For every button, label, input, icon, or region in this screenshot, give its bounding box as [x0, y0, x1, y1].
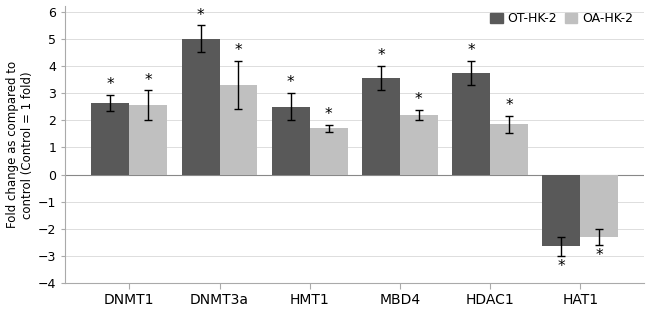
Text: *: *	[325, 107, 332, 122]
Text: *: *	[595, 248, 603, 263]
Text: *: *	[287, 75, 294, 90]
Bar	[580, 175, 618, 237]
Bar	[452, 73, 490, 175]
Bar	[542, 175, 580, 246]
Text: *: *	[558, 259, 565, 274]
Text: *: *	[144, 73, 152, 88]
Text: *: *	[107, 77, 114, 92]
Bar	[92, 103, 129, 175]
Bar	[129, 105, 167, 175]
Bar	[272, 107, 309, 175]
Y-axis label: Fold change as compared to
control (Control = 1 fold): Fold change as compared to control (Cont…	[6, 61, 34, 228]
Text: *: *	[415, 92, 422, 107]
Text: *: *	[235, 43, 242, 58]
Bar	[220, 85, 257, 175]
Text: *: *	[467, 43, 475, 58]
Bar	[400, 115, 437, 175]
Bar	[309, 128, 348, 175]
Text: *: *	[377, 48, 385, 63]
Bar	[490, 124, 528, 175]
Text: *: *	[505, 98, 513, 113]
Legend: OT-HK-2, OA-HK-2: OT-HK-2, OA-HK-2	[485, 7, 638, 30]
Text: *: *	[197, 8, 204, 23]
Bar	[181, 39, 220, 175]
Bar	[362, 78, 400, 175]
